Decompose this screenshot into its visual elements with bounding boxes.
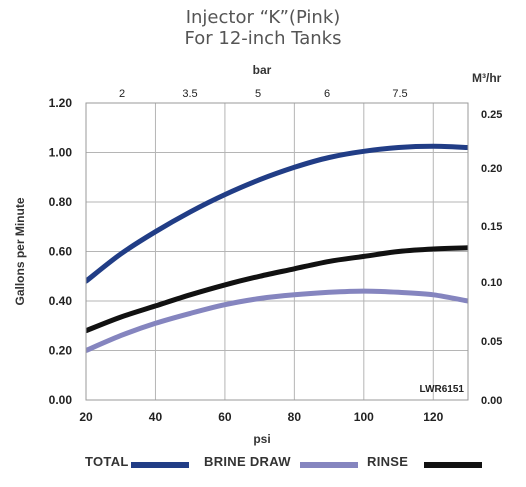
legend-swatch-rinse bbox=[424, 462, 482, 468]
x-tick-label: 40 bbox=[149, 410, 163, 424]
right-tick-label: 0.05 bbox=[481, 336, 502, 348]
right-tick-label: 0.10 bbox=[481, 277, 502, 289]
y-tick-label: 0.40 bbox=[49, 294, 73, 308]
top-tick-label: 5 bbox=[255, 88, 261, 100]
top-axis-label: bar bbox=[253, 63, 272, 77]
legend-swatch-total bbox=[131, 462, 189, 468]
right-tick-label: 0.15 bbox=[481, 221, 502, 233]
chart-title-line1: Injector “K”(Pink) bbox=[185, 7, 341, 28]
right-tick-label: 0.25 bbox=[481, 109, 502, 121]
top-tick-label: 7.5 bbox=[392, 88, 407, 100]
y-tick-label: 0.60 bbox=[49, 245, 73, 259]
chart-title-line2: For 12-inch Tanks bbox=[184, 28, 342, 49]
y-tick-label: 1.20 bbox=[49, 96, 73, 110]
y-tick-label: 1.00 bbox=[49, 146, 73, 160]
right-tick-label: 0.20 bbox=[481, 163, 502, 175]
series-line-total bbox=[86, 143, 468, 284]
tick-labels: 0.00 0.20 0.40 0.60 0.80 1.00 1.20 20 40 60 80 100 1… bbox=[49, 88, 503, 424]
x-axis-label: psi bbox=[253, 432, 270, 446]
y-tick-label: 0.20 bbox=[49, 344, 73, 358]
line-chart: 0.00 0.20 0.40 0.60 0.80 1.00 1.20 20 40 60 80 100 1… bbox=[13, 63, 503, 446]
y-tick-label: 0.80 bbox=[49, 195, 73, 209]
legend-label-total: TOTAL bbox=[85, 454, 129, 469]
x-tick-label: 120 bbox=[423, 410, 443, 424]
legend-label-brine-draw: BRINE DRAW bbox=[204, 454, 291, 469]
series-line-rinse bbox=[86, 245, 468, 334]
right-tick-label: 0.00 bbox=[481, 395, 502, 407]
y-tick-label: 0.00 bbox=[49, 393, 73, 407]
x-tick-label: 80 bbox=[288, 410, 302, 424]
x-tick-label: 60 bbox=[218, 410, 232, 424]
top-tick-label: 6 bbox=[324, 88, 330, 100]
top-tick-label: 3.5 bbox=[182, 88, 197, 100]
legend: TOTAL BRINE DRAW RINSE bbox=[0, 452, 526, 476]
y-axis-label: Gallons per Minute bbox=[13, 197, 27, 305]
series-layer bbox=[86, 143, 468, 353]
right-axis-label: M³/hr bbox=[472, 71, 502, 85]
top-tick-label: 2 bbox=[119, 88, 125, 100]
series-line-brine-draw bbox=[86, 288, 468, 353]
plot-frame bbox=[85, 102, 469, 401]
x-tick-label: 20 bbox=[79, 410, 93, 424]
x-tick-label: 100 bbox=[354, 410, 374, 424]
legend-label-rinse: RINSE bbox=[367, 454, 409, 469]
annotation-code: LWR6151 bbox=[420, 384, 465, 395]
legend-swatch-brine-draw bbox=[300, 462, 358, 468]
